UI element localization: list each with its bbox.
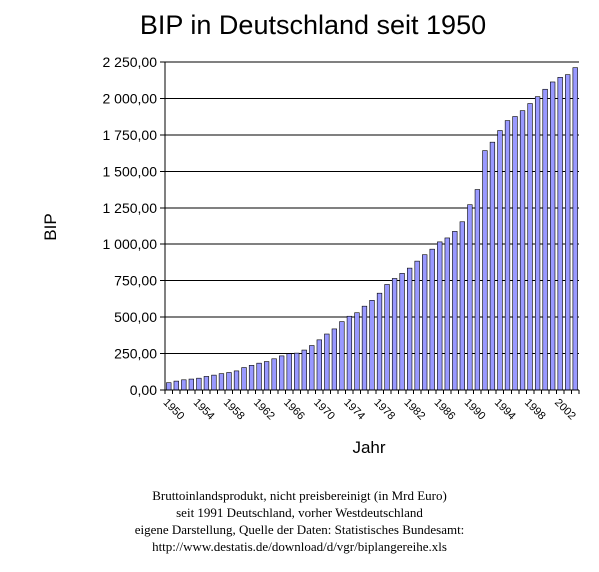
y-tick-label: 1 750,00	[103, 127, 158, 143]
y-tick-label: 250,00	[114, 346, 157, 362]
bar-1975	[354, 312, 360, 391]
bar-1964	[271, 358, 277, 391]
bar-1981	[399, 273, 405, 391]
bar-1977	[369, 300, 375, 391]
caption-line-3: eigene Darstellung, Quelle der Daten: St…	[134, 522, 465, 537]
y-tick-label: 1 500,00	[103, 163, 158, 179]
x-tick-label: 1990	[462, 397, 488, 423]
bar-1962	[256, 362, 262, 391]
y-tick-labels: 0,00 250,00 500,00 750,00 1 000,00 1 250,00 1 …	[103, 54, 158, 398]
y-axis-title: BIP	[41, 213, 60, 240]
caption-line-1: Bruttoinlandsprodukt, nicht preisbereini…	[152, 488, 447, 503]
bar-1959	[233, 370, 240, 391]
bar-1997	[519, 110, 526, 391]
bar-1958	[226, 372, 232, 391]
bar-1982	[406, 267, 413, 391]
bar-1974	[346, 315, 353, 391]
bar-1985	[429, 248, 435, 391]
x-tick-label: 1958	[221, 397, 247, 423]
x-tick-label: 1978	[371, 397, 397, 423]
bar-1956	[211, 374, 217, 391]
x-tick-label: 1994	[492, 397, 518, 423]
bar-1951	[173, 380, 179, 391]
bar-1950	[166, 382, 172, 391]
bar-1978	[376, 292, 383, 391]
bar-1953	[188, 378, 194, 391]
y-tick-label: 0,00	[130, 382, 157, 398]
bar-1999	[534, 96, 541, 391]
x-tick-label: 1970	[311, 397, 337, 423]
x-tick-label: 1966	[281, 397, 307, 423]
bar-1987	[444, 237, 450, 391]
caption: Bruttoinlandsprodukt, nicht preisbereini…	[0, 487, 599, 555]
x-tick-label: 1962	[251, 397, 277, 423]
y-tick-label: 1 250,00	[103, 200, 158, 216]
bar-1960	[241, 367, 247, 391]
y-tick-label: 750,00	[114, 273, 157, 289]
bar-1966	[286, 353, 292, 391]
y-tick-label: 1 000,00	[103, 236, 158, 252]
caption-line-2: seit 1991 Deutschland, vorher Westdeutsc…	[176, 505, 423, 520]
axes	[164, 62, 580, 394]
bar-1992	[482, 150, 488, 391]
bar-1979	[384, 284, 390, 391]
bar-1955	[203, 376, 210, 391]
bars	[166, 67, 578, 391]
bar-1994	[497, 130, 503, 391]
bar-1993	[489, 141, 496, 391]
bar-1988	[452, 231, 458, 391]
bar-1996	[512, 116, 518, 391]
bar-1976	[361, 305, 368, 391]
bar-1991	[474, 189, 481, 391]
y-tick-label: 2 250,00	[103, 54, 158, 70]
caption-line-4: http://www.destatis.de/download/d/vgr/bi…	[152, 539, 447, 554]
x-tick-label: 1954	[191, 397, 217, 423]
bar-1963	[263, 361, 270, 391]
bar-2001	[550, 81, 556, 391]
x-tick-labels: 1950 1954 1958 1962 1966 1970 1974 1978 1982 1986…	[161, 397, 578, 423]
bar-1970	[316, 339, 322, 391]
bar-2004	[572, 67, 578, 391]
bar-1995	[504, 120, 511, 391]
x-tick-label: 1974	[341, 397, 367, 423]
bar-1961	[248, 365, 255, 391]
bar-1968	[301, 349, 307, 391]
bar-1983	[414, 260, 420, 391]
bar-2002	[557, 77, 563, 391]
bar-1954	[196, 377, 202, 391]
x-tick-label: 1982	[402, 397, 428, 423]
x-axis-title: Jahr	[352, 438, 385, 457]
y-tick-label: 500,00	[114, 309, 157, 325]
bar-2003	[565, 74, 571, 391]
bar-1965	[279, 355, 285, 391]
bar-1998	[527, 103, 533, 391]
chart: BIP in Deutschland seit 1950 0,00 250,00 5…	[41, 10, 580, 457]
bar-1969	[309, 345, 315, 391]
x-tick-label: 1950	[161, 397, 187, 423]
bar-1990	[467, 204, 473, 391]
bar-1973	[339, 321, 345, 391]
bar-1984	[422, 254, 428, 391]
bar-1972	[331, 328, 337, 391]
bar-1957	[218, 373, 225, 391]
bar-2000	[542, 88, 548, 391]
x-tick-label: 1986	[432, 397, 458, 423]
bar-1986	[437, 241, 443, 391]
y-tick-label: 2 000,00	[103, 90, 158, 106]
chart-title: BIP in Deutschland seit 1950	[140, 10, 486, 40]
bar-1971	[324, 333, 330, 391]
bar-1989	[459, 221, 465, 391]
bar-1980	[391, 278, 398, 391]
bar-1952	[181, 379, 187, 391]
x-tick-label: 2002	[552, 397, 578, 423]
x-tick-label: 1998	[522, 397, 548, 423]
bar-1967	[294, 352, 300, 391]
